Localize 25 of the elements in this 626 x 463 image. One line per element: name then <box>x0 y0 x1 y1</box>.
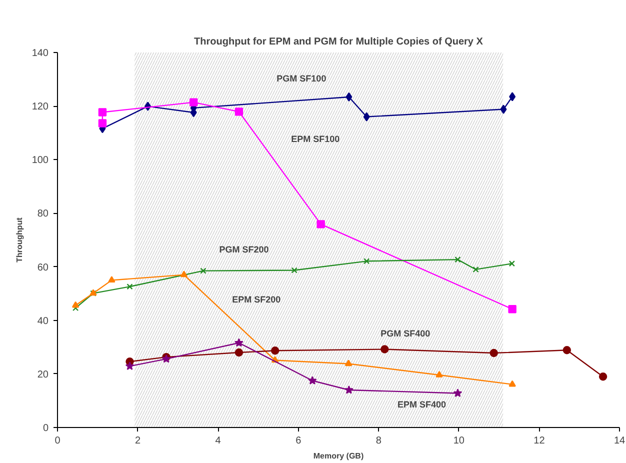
y-tick-label: 20 <box>37 369 49 380</box>
x-tick-label: 0 <box>54 436 61 446</box>
y-tick-label: 100 <box>32 155 49 166</box>
y-tick-label: 40 <box>37 316 49 327</box>
y-tick-label: 60 <box>37 262 49 274</box>
x-axis-title: Memory (GB) <box>313 452 364 460</box>
y-tick-label: 0 <box>42 423 49 434</box>
y-tick-label: 80 <box>37 208 49 220</box>
y-tick-label: 120 <box>32 102 49 113</box>
x-tick-label: 8 <box>376 436 382 446</box>
x-tick-label: 6 <box>296 436 302 446</box>
text: EPM SF100 <box>291 134 340 144</box>
series-label: PGM SF200 <box>219 244 269 255</box>
x-tick-label: 4 <box>215 436 222 446</box>
series-label: PGM SF400 <box>380 328 430 339</box>
x-tick-label: 10 <box>453 436 465 446</box>
x-tick-label: 2 <box>135 436 142 446</box>
y-axis-title: Throughput <box>14 217 24 262</box>
x-tick-label: 12 <box>534 436 546 446</box>
y-tick-label: 140 <box>32 48 49 59</box>
series-label: EPM SF400 <box>398 399 446 410</box>
x-tick-label: 14 <box>614 436 626 446</box>
series-label: PGM SF100 <box>276 74 326 84</box>
chart-title: Throughput for EPM and PGM for Multiple Copies of Query X <box>194 36 484 48</box>
series-label: EPM SF200 <box>232 294 281 304</box>
